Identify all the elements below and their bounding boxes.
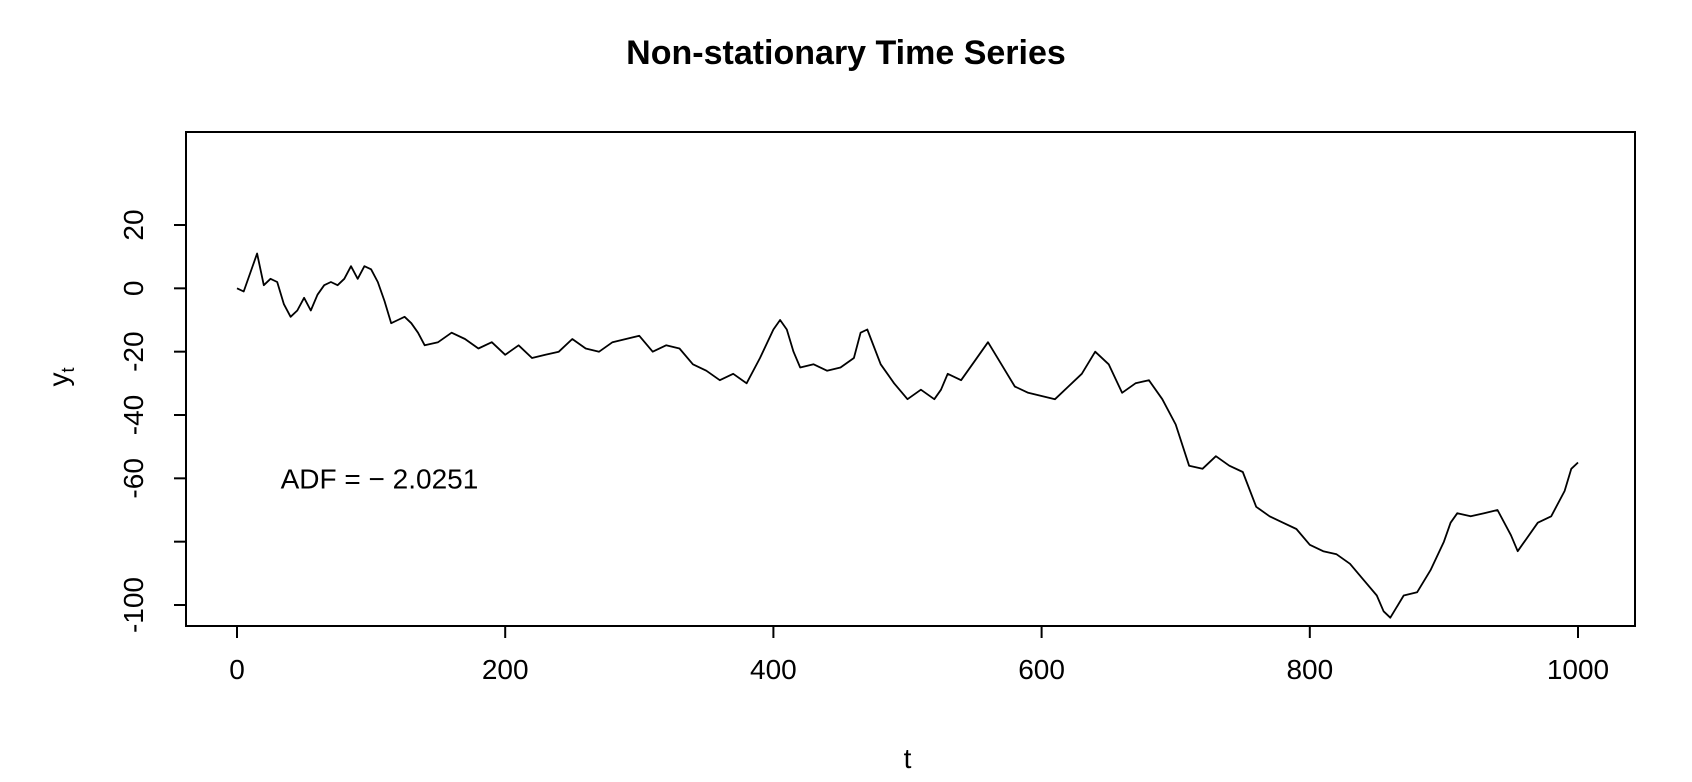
- y-axis-label-main: y: [43, 373, 74, 387]
- x-tick-label: 1000: [1547, 654, 1609, 685]
- y-tick-label: 0: [118, 281, 149, 297]
- x-axis: 0 200 400 600 800 1000: [229, 626, 1609, 685]
- x-tick-label: 0: [229, 654, 245, 685]
- x-tick-label: 400: [750, 654, 797, 685]
- x-axis-label: t: [904, 743, 912, 774]
- x-tick-label: 600: [1018, 654, 1065, 685]
- y-tick-label: -40: [118, 395, 149, 435]
- y-tick-label: -60: [118, 458, 149, 498]
- y-tick-label: 20: [118, 209, 149, 240]
- x-tick-label: 200: [482, 654, 529, 685]
- x-tick-label: 800: [1286, 654, 1333, 685]
- y-tick-label: -20: [118, 331, 149, 371]
- chart-title: Non-stationary Time Series: [626, 34, 1066, 72]
- plot-frame: [185, 131, 1636, 627]
- y-axis: 20 0 -20 -40 -60 -100: [118, 209, 186, 633]
- adf-annotation: ADF = − 2.0251: [281, 463, 479, 494]
- y-axis-label-subscript: t: [58, 367, 78, 372]
- series-line: [236, 252, 1579, 619]
- y-tick-label: -100: [118, 577, 149, 633]
- y-axis-label: yt: [43, 367, 78, 386]
